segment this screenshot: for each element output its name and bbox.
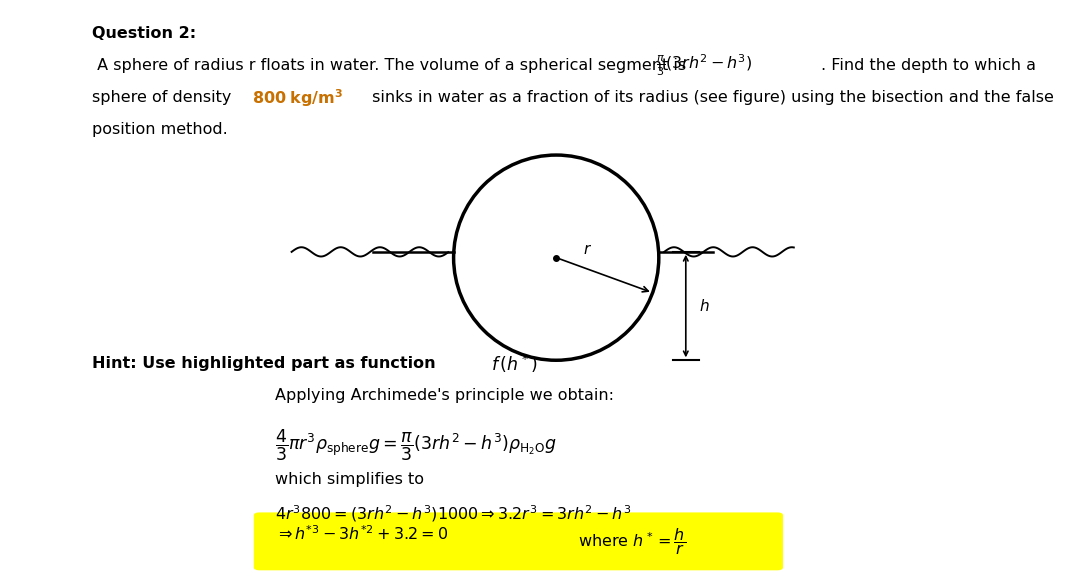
Text: position method.: position method. [92,122,228,137]
Text: A sphere of radius r floats in water. The volume of a spherical segment is: A sphere of radius r floats in water. Th… [92,58,691,73]
Text: $\dfrac{4}{3}\pi r^3 \rho_{\mathrm{sphere}} g = \dfrac{\pi}{3}(3rh^2 - h^3)\rho_: $\dfrac{4}{3}\pi r^3 \rho_{\mathrm{spher… [275,427,557,463]
Text: $\Rightarrow h^{*3} - 3h^{*2} + 3.2 = 0$: $\Rightarrow h^{*3} - 3h^{*2} + 3.2 = 0$ [275,524,448,543]
Text: sphere of density: sphere of density [92,90,237,105]
FancyBboxPatch shape [254,512,783,570]
Text: Applying Archimede's principle we obtain:: Applying Archimede's principle we obtain… [275,388,615,403]
Text: $h$: $h$ [699,298,710,314]
Text: which simplifies to: which simplifies to [275,472,424,487]
Text: Question 2:: Question 2: [92,26,195,41]
Text: $\frac{\pi}{3}(3rh^2 - h^3)$: $\frac{\pi}{3}(3rh^2 - h^3)$ [656,53,752,79]
Text: $f\,(h^*)$: $f\,(h^*)$ [491,353,538,375]
Text: . Find the depth to which a: . Find the depth to which a [821,58,1036,73]
Text: Hint: Use highlighted part as function: Hint: Use highlighted part as function [92,356,441,371]
Text: $\mathbf{800 \; kg/m^3}$: $\mathbf{800 \; kg/m^3}$ [252,87,342,108]
Text: $r$: $r$ [583,242,592,257]
Text: $4r^3 800 = (3rh^2 - h^3)1000 \Rightarrow 3.2r^3 = 3rh^2 - h^3$: $4r^3 800 = (3rh^2 - h^3)1000 \Rightarro… [275,504,632,525]
Text: sinks in water as a fraction of its radius (see figure) using the bisection and : sinks in water as a fraction of its radi… [367,90,1054,105]
Text: where $h^* = \dfrac{h}{r}$: where $h^* = \dfrac{h}{r}$ [578,526,686,557]
